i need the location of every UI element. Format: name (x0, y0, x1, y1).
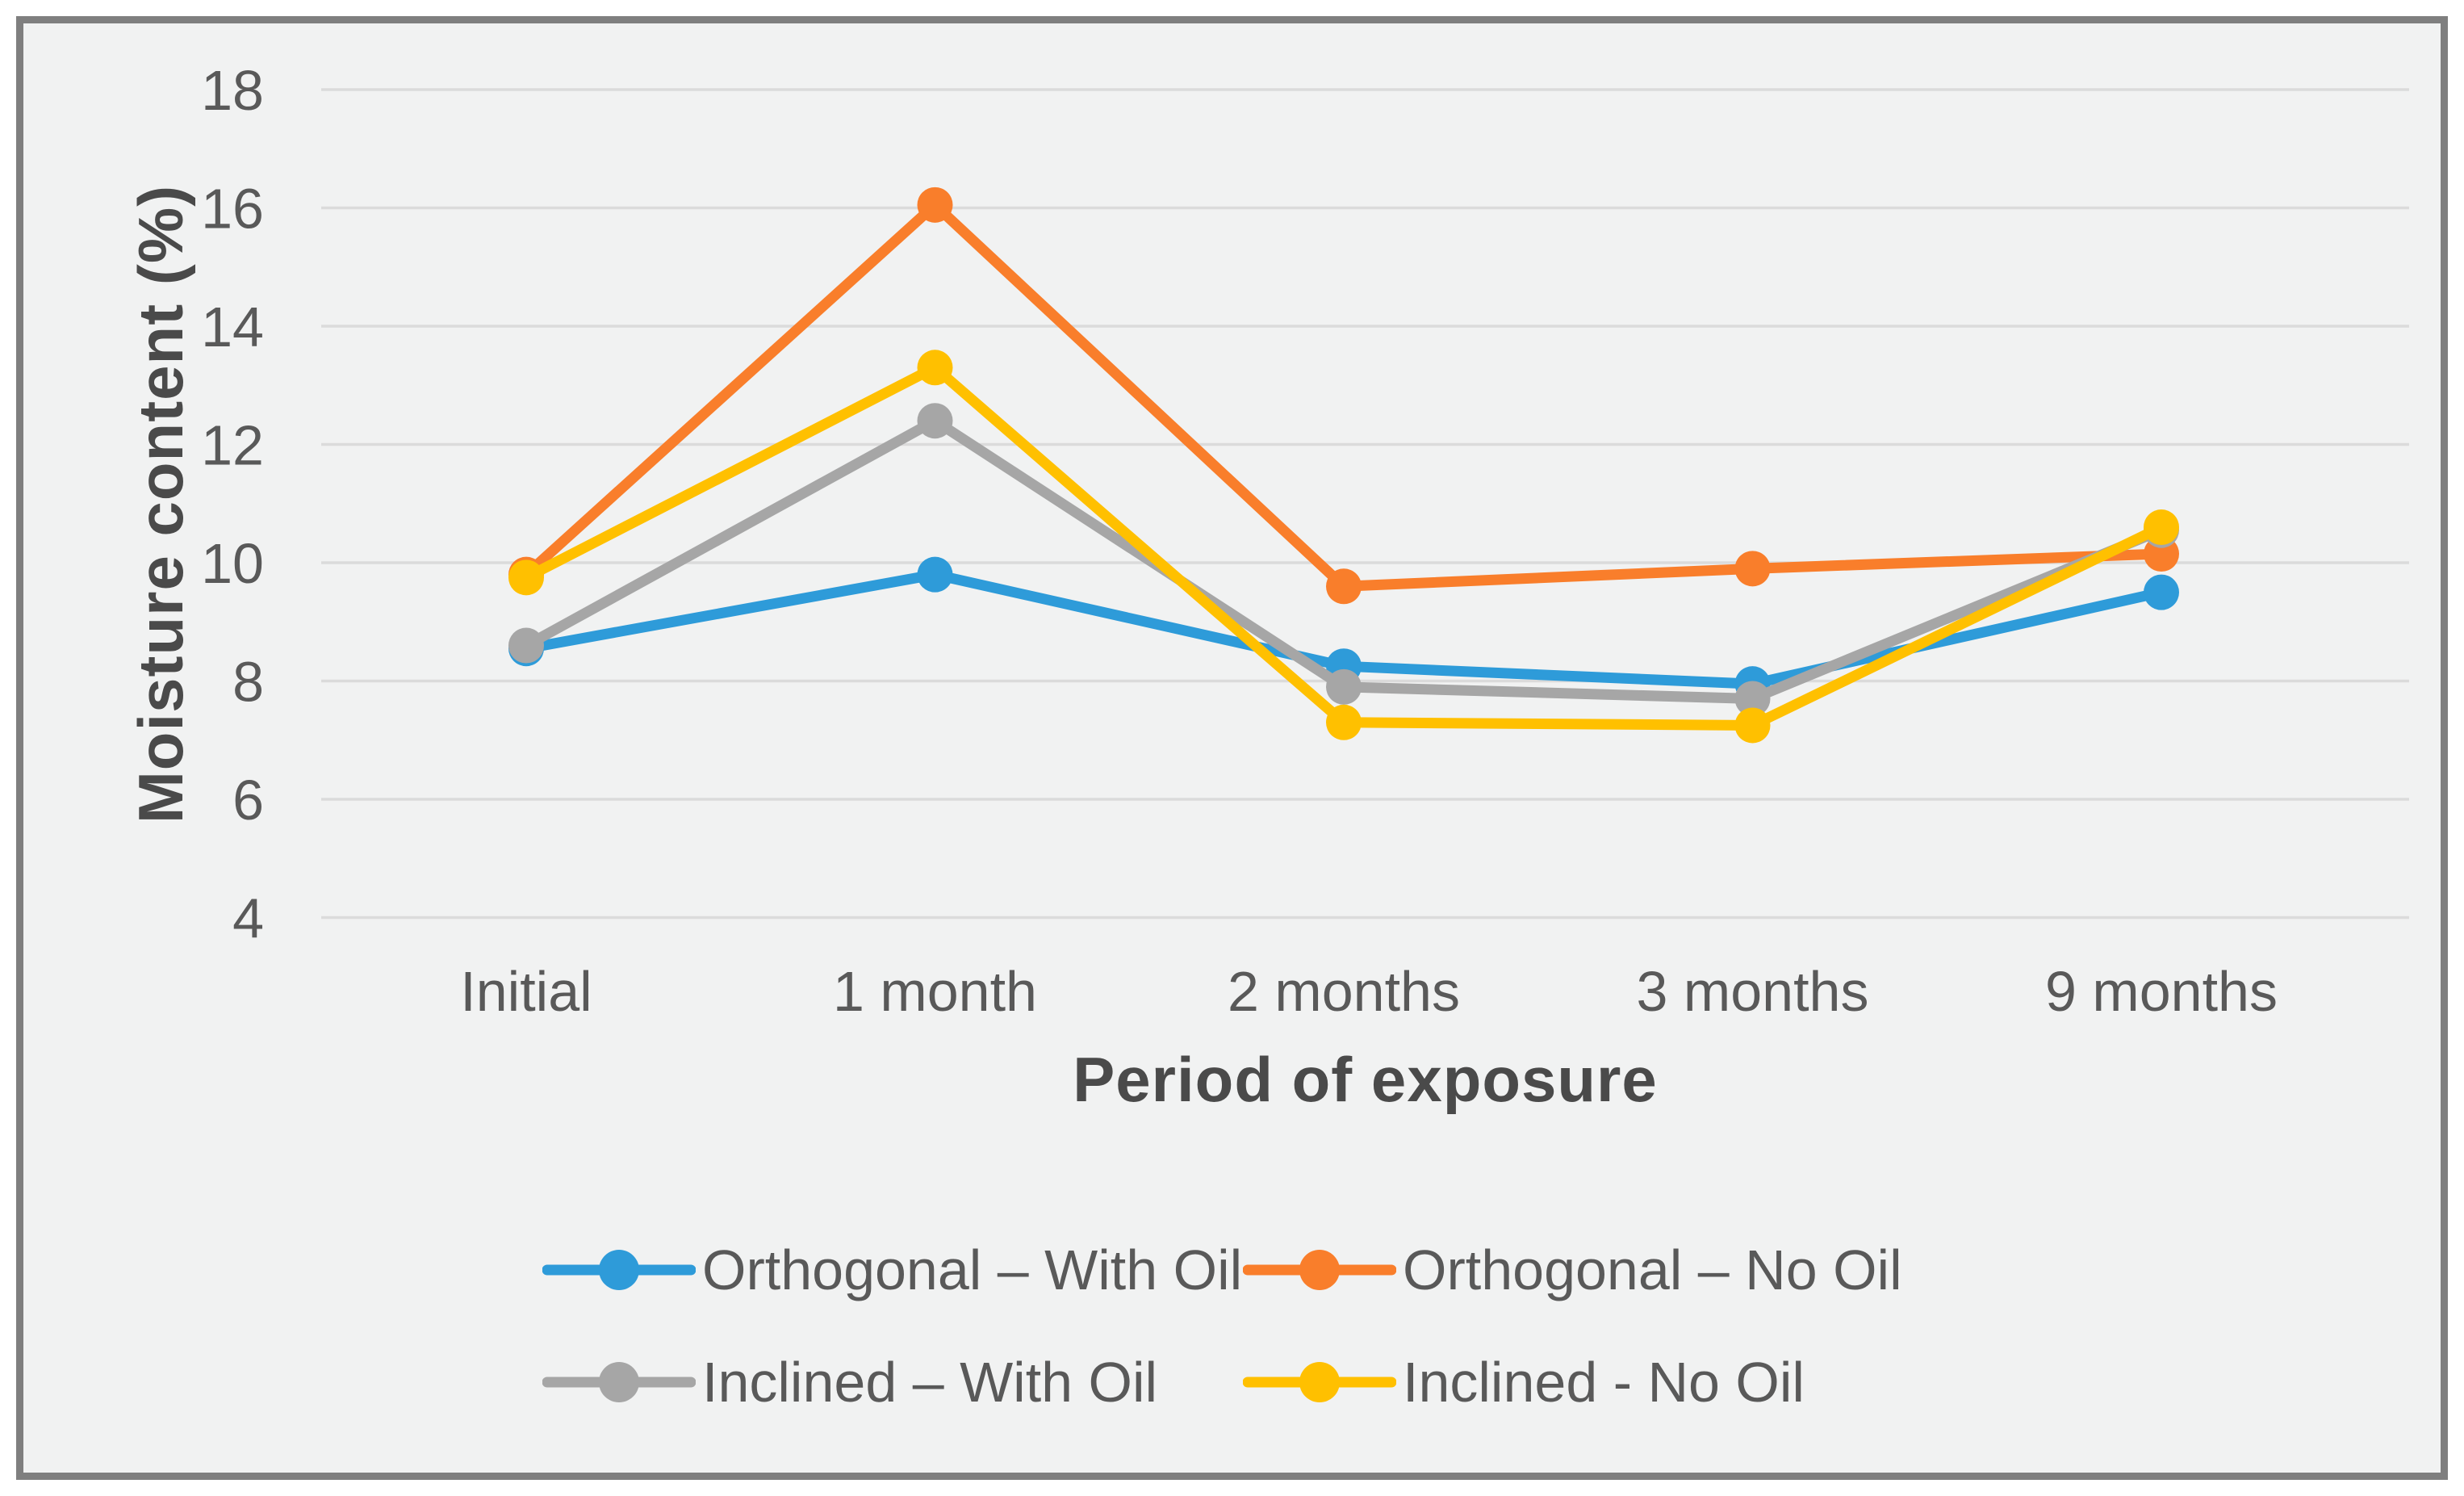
legend-item-inclined-no-oil: Inclined - No Oil (1243, 1342, 1805, 1423)
series-marker-0 (2144, 574, 2179, 610)
y-tick-label: 10 (201, 532, 264, 595)
x-tick-label: Initial (460, 960, 592, 1023)
x-tick-label: 1 month (833, 960, 1037, 1023)
y-tick-label: 18 (201, 59, 264, 122)
legend-line-marker-icon (1243, 1250, 1396, 1290)
legend-label: Inclined - No Oil (1403, 1351, 1805, 1414)
series-marker-1 (1734, 551, 1771, 587)
y-tick-label: 14 (201, 295, 264, 358)
legend-label: Orthogonal – No Oil (1403, 1238, 1902, 1301)
y-tick-label: 6 (232, 769, 264, 832)
series-line-1 (521, 199, 2167, 592)
y-tick-label: 4 (232, 887, 264, 950)
legend-label: Orthogonal – With Oil (702, 1238, 1243, 1301)
x-tick-label: 2 months (1228, 960, 1460, 1023)
series-marker-3 (1734, 707, 1771, 744)
series-marker-3 (917, 350, 953, 386)
y-tick-label: 16 (201, 178, 264, 241)
series-marker-2 (1734, 681, 1771, 717)
x-axis-title-text: Period of exposure (1073, 1044, 1658, 1115)
series-marker-2 (1326, 668, 1362, 705)
series-marker-1 (917, 186, 953, 223)
series-marker-2 (917, 403, 953, 439)
y-tick-label: 12 (201, 414, 264, 477)
legend-line-marker-icon (542, 1362, 696, 1402)
x-axis-title: Period of exposure (321, 1043, 2409, 1117)
y-axis-title: Moisture content (%) (85, 90, 238, 918)
legend-item-orthogonal-with-oil: Orthogonal – With Oil (542, 1230, 1242, 1310)
series-marker-0 (917, 556, 953, 593)
chart-frame (16, 16, 2448, 1480)
x-tick-label: 9 months (2045, 960, 2278, 1023)
series-marker-2 (508, 627, 544, 664)
legend-item-inclined-with-oil: Inclined – With Oil (542, 1342, 1157, 1423)
series-marker-3 (508, 559, 544, 596)
x-tick-label: 3 months (1637, 960, 1869, 1023)
series-marker-3 (2144, 509, 2179, 546)
y-axis-title-text: Moisture content (%) (125, 184, 197, 823)
legend-line-marker-icon (1243, 1362, 1396, 1402)
series-marker-1 (1326, 568, 1362, 605)
legend-item-orthogonal-no-oil: Orthogonal – No Oil (1243, 1230, 1902, 1310)
legend-label: Inclined – With Oil (702, 1351, 1158, 1414)
y-tick-label: 8 (232, 651, 264, 714)
series-marker-3 (1326, 704, 1362, 740)
legend-line-marker-icon (542, 1250, 696, 1290)
